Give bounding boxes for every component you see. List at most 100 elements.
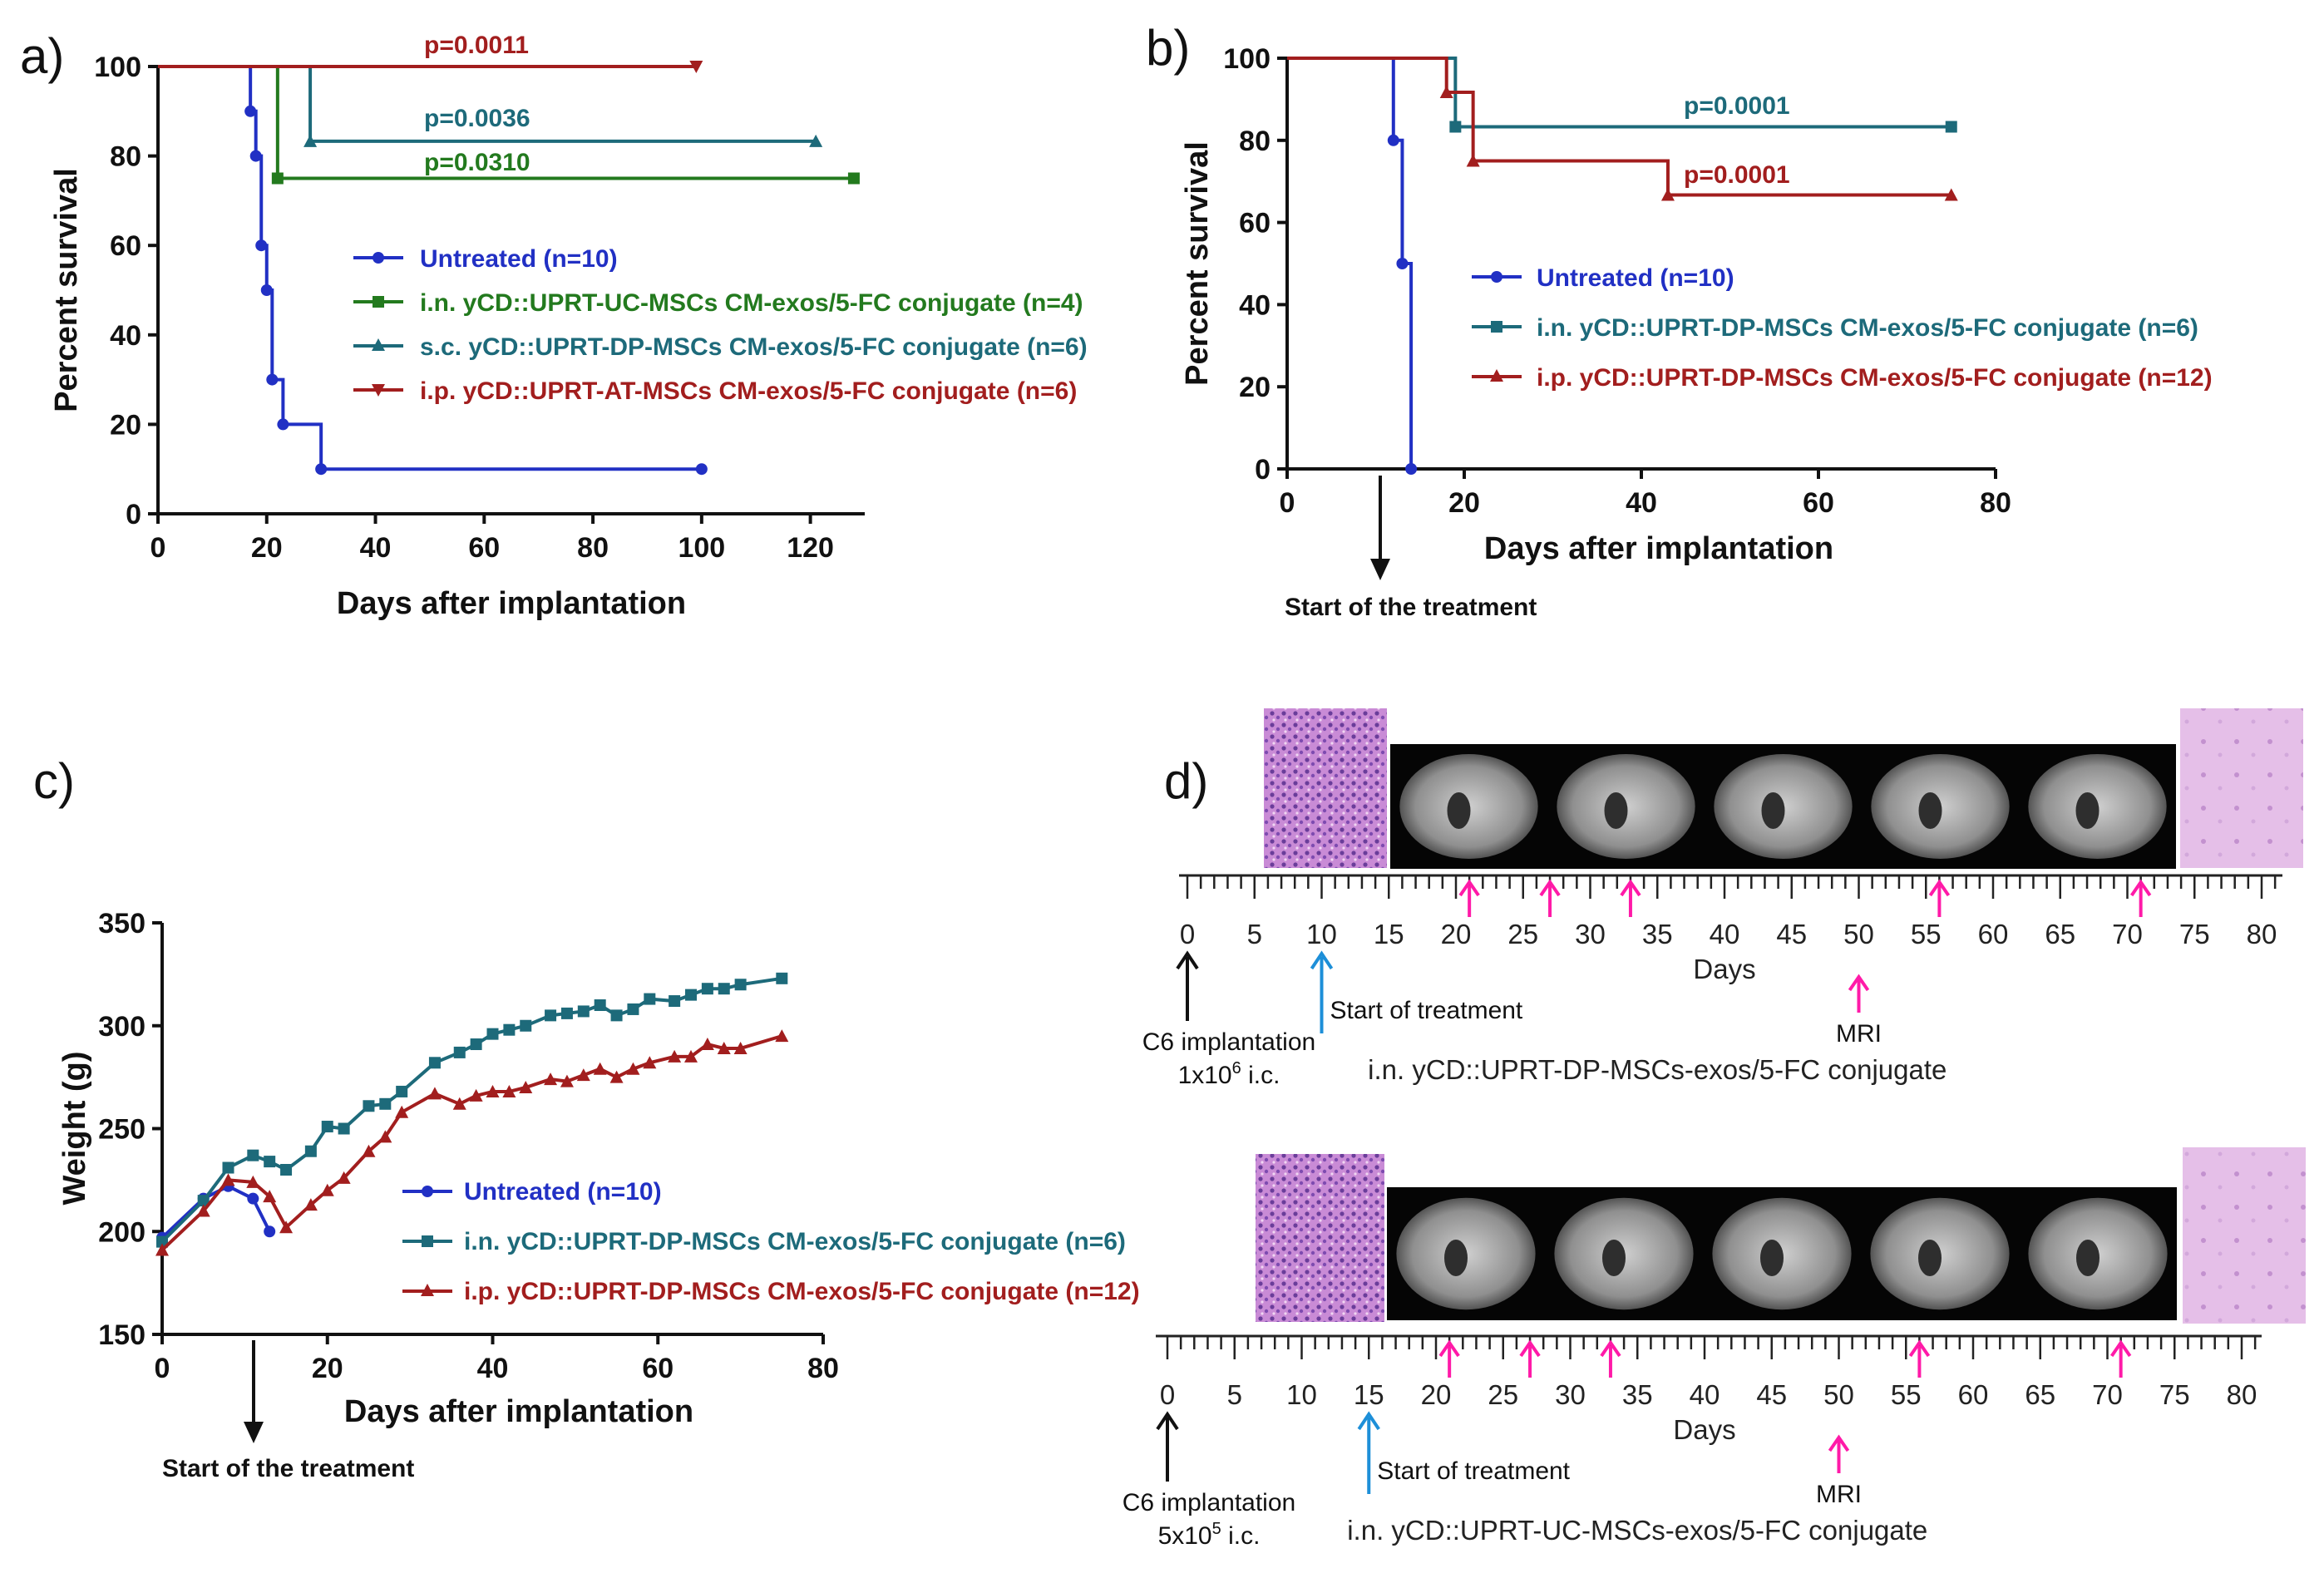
x-tick-label: 20	[312, 1353, 343, 1384]
panel-a: 0 20 40 60 80 100 120 0 20 40 60 80 100 Days after i…	[49, 32, 1088, 621]
mri-row-2	[1396, 1197, 2168, 1310]
b-legend-2: i.p. yCD::UPRT-DP-MSCs CM-exos/5-FC conj…	[1537, 364, 2213, 392]
implant-label: C6 implantation	[1123, 1489, 1295, 1516]
series-1-point	[264, 1156, 276, 1168]
series-2-point	[155, 1243, 169, 1256]
x-tick-label: 80	[807, 1353, 839, 1384]
mri-lesion	[1447, 792, 1471, 829]
b-legend-marker-2	[1490, 369, 1503, 382]
timeline-tick-label: 80	[2227, 1379, 2257, 1410]
mri-lesion	[1604, 792, 1628, 829]
series-2-point	[1660, 188, 1675, 201]
series-2-point	[320, 1183, 334, 1196]
timeline-tick-label: 55	[1911, 919, 1942, 949]
series-2-point	[486, 1084, 500, 1097]
a-pvalue-red: p=0.0011	[424, 32, 529, 59]
x-tick-label: 60	[642, 1353, 674, 1384]
series-0-point	[266, 373, 279, 386]
timeline-tick-label: 80	[2247, 919, 2277, 949]
series-2-point	[362, 1144, 376, 1157]
x-tick-label: 40	[1626, 487, 1657, 519]
panel-c: 0 20 40 60 80 150 200 250 300 350 Days after impl…	[57, 908, 1140, 1482]
c-ylabel: Weight (g)	[57, 1051, 92, 1205]
series-2-point	[452, 1097, 466, 1110]
y-tick-label: 60	[1239, 208, 1271, 239]
series-1-point	[610, 1009, 623, 1022]
timeline-tick-label: 40	[1690, 1379, 1720, 1410]
a-legend-3: i.p. yCD::UPRT-AT-MSCs CM-exos/5-FC conj…	[420, 377, 1077, 405]
series-0-point	[1396, 258, 1409, 269]
series-1-point	[379, 1097, 392, 1110]
mri-lesion	[2075, 792, 2099, 829]
series-2-point	[378, 1130, 392, 1143]
timeline-tick-label: 20	[1441, 919, 1472, 949]
implant-arrowhead	[1176, 950, 1199, 970]
timeline-xlabel: Days	[1693, 954, 1755, 984]
series-2-point	[196, 1204, 210, 1217]
timeline-xlabel: Days	[1673, 1414, 1735, 1445]
a-legend-1: i.n. yCD::UPRT-UC-MSCs CM-exos/5-FC conj…	[420, 289, 1083, 317]
panel-d: 0 5 10 15 20 25 30 35 40 45 50 55 60 65 70 75 80DaysMRIC…	[1123, 708, 2306, 1550]
y-tick-label: 350	[98, 908, 146, 939]
series-1-point	[701, 983, 713, 995]
series-2-point	[717, 1041, 731, 1054]
series-2-point	[303, 1198, 318, 1211]
treatment-caption: i.n. yCD::UPRT-UC-MSCs-exos/5-FC conjuga…	[1347, 1515, 1927, 1546]
mri-arrow-head	[2110, 1339, 2132, 1358]
x-tick-label: 120	[787, 532, 834, 564]
x-tick-label: 100	[678, 532, 725, 564]
series-1-point	[338, 1122, 350, 1135]
b-legend-marker-0	[1491, 271, 1502, 283]
series-0-point	[1405, 463, 1418, 475]
x-tick-label: 0	[155, 1353, 170, 1384]
b-series	[1287, 57, 1958, 475]
series-1-point	[545, 1009, 557, 1022]
histology-image-post-1	[2180, 708, 2303, 868]
timeline-tick-label: 0	[1180, 919, 1195, 949]
series-1-point	[222, 1161, 234, 1174]
c-legend-marker-0	[422, 1186, 433, 1197]
series-2-point	[560, 1074, 574, 1087]
timeline-tick-label: 5	[1247, 919, 1262, 949]
y-tick-label: 20	[1239, 372, 1271, 403]
a-legend-marker-0	[373, 252, 384, 264]
series-2-point	[279, 1220, 294, 1234]
mri-lesion	[1602, 1240, 1626, 1276]
series-1-point	[271, 172, 284, 185]
mri-lesion	[1761, 792, 1785, 829]
b-ylabel: Percent survival	[1180, 141, 1215, 386]
a-ylabel: Percent survival	[49, 168, 84, 412]
series-2-point	[809, 134, 823, 147]
timeline-tick-label: 0	[1160, 1379, 1175, 1410]
series-1-point	[520, 1019, 532, 1032]
mri-lesion	[1760, 1240, 1784, 1276]
c-legend-2: i.p. yCD::UPRT-DP-MSCs CM-exos/5-FC conj…	[464, 1278, 1140, 1305]
series-0-point	[315, 463, 328, 476]
y-tick-label: 200	[98, 1216, 146, 1248]
a-legend-2: s.c. yCD::UPRT-DP-MSCs CM-exos/5-FC conj…	[420, 333, 1088, 361]
series-1-point	[847, 172, 860, 185]
series-2-point	[1439, 86, 1453, 99]
series-1-point	[321, 1121, 333, 1133]
b-pvalue-red: p=0.0001	[1684, 161, 1790, 189]
series-0-point	[244, 105, 257, 117]
series-1-point	[594, 999, 606, 1011]
timeline-tick-label: 60	[1958, 1379, 1989, 1410]
series-2-point	[593, 1062, 607, 1075]
series-2-point	[519, 1081, 533, 1093]
series-1-point	[1945, 121, 1957, 133]
a-series	[158, 61, 860, 476]
implant-dose: 1x106 i.c.	[1178, 1059, 1280, 1089]
mri-arrow-head	[1438, 1339, 1460, 1358]
series-0-point	[260, 284, 273, 296]
y-tick-label: 80	[110, 141, 141, 173]
panel-label-d: d)	[1164, 753, 1208, 809]
series-2-point	[609, 1070, 624, 1083]
histology-image-tumor-2	[1256, 1154, 1384, 1322]
implant-dose: 5x105 i.c.	[1158, 1520, 1261, 1550]
timeline-tick-label: 70	[2092, 1379, 2123, 1410]
series-2-point	[1944, 188, 1958, 201]
timeline-tick-label: 15	[1374, 919, 1404, 949]
panel-label-a: a)	[20, 28, 64, 84]
